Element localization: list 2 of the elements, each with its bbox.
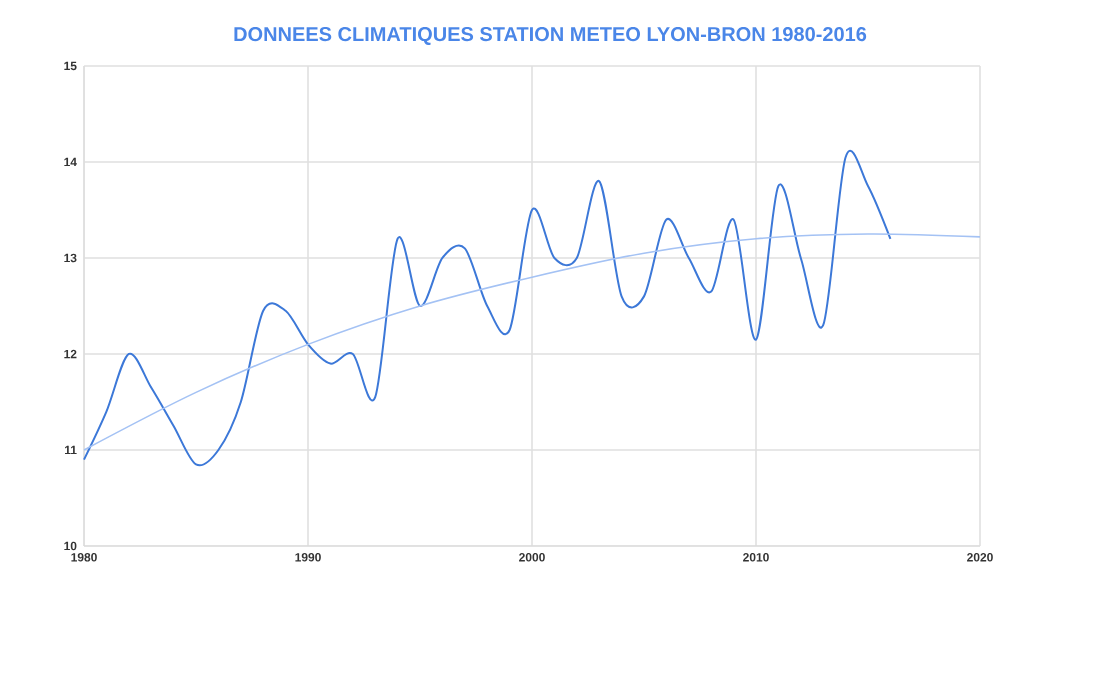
line-series (83, 233, 981, 451)
chart-title: DONNEES CLIMATIQUES STATION METEO LYON-BRON 1980-2016 (234, 27, 867, 45)
